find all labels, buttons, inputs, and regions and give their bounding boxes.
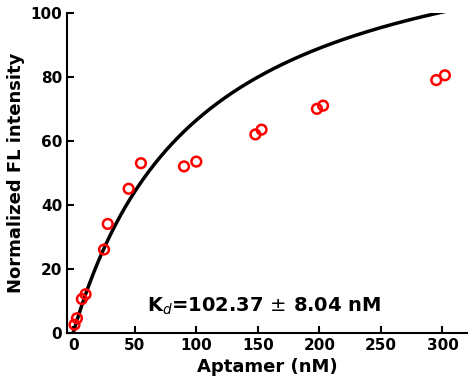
Point [441,72,449,79]
Point [258,126,265,133]
Point [252,131,259,137]
Point [180,163,188,169]
Text: K$_d$=102.37 $\pm$ 8.04 nM: K$_d$=102.37 $\pm$ 8.04 nM [147,295,382,317]
Point [104,221,111,227]
Point [78,296,86,302]
Point [100,246,108,252]
Point [192,159,200,165]
Point [73,315,81,321]
Point [125,186,132,192]
Point [319,103,327,109]
Point [137,160,145,166]
Point [71,322,78,328]
Y-axis label: Normalized FL intensity: Normalized FL intensity [7,52,25,293]
X-axis label: Aptamer (nM): Aptamer (nM) [197,358,337,376]
Point [82,291,90,297]
Point [313,106,321,112]
Point [432,77,440,83]
